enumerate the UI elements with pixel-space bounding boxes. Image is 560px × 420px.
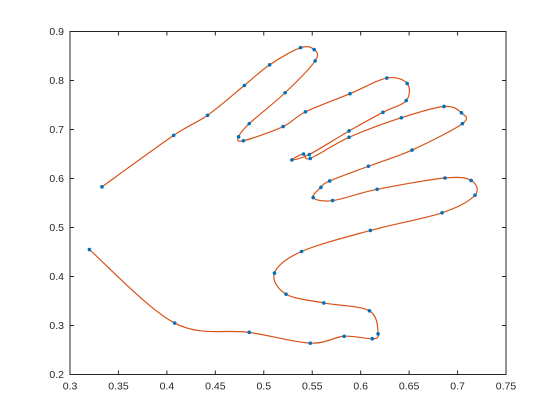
y-tick-label: 0.6 bbox=[49, 173, 64, 185]
x-tick-label: 0.55 bbox=[302, 381, 323, 393]
data-point bbox=[327, 179, 332, 183]
data-point bbox=[460, 121, 465, 126]
data-point bbox=[410, 148, 414, 152]
x-tick-label: 0.3 bbox=[63, 381, 78, 393]
x-tick-label: 0.5 bbox=[256, 381, 271, 393]
y-tick-label: 0.5 bbox=[49, 222, 64, 234]
data-point bbox=[301, 152, 306, 156]
data-point bbox=[405, 81, 409, 86]
data-point bbox=[367, 309, 372, 313]
x-tick-label: 0.65 bbox=[399, 381, 420, 393]
data-point bbox=[368, 228, 373, 233]
data-point bbox=[381, 110, 385, 115]
x-tick-label: 0.6 bbox=[353, 381, 368, 393]
data-point bbox=[399, 115, 404, 120]
data-point bbox=[87, 247, 92, 252]
data-point bbox=[311, 195, 315, 200]
x-axis: 0.3 0.35 0.4 0.45 0.5 0.55 0.6 0.65 0.7 0.75 bbox=[63, 31, 517, 393]
data-point bbox=[247, 330, 252, 335]
interpolated-curve-layer bbox=[88, 45, 478, 344]
data-point bbox=[308, 341, 313, 345]
y-tick-label: 0.8 bbox=[49, 75, 64, 87]
data-point bbox=[459, 111, 464, 115]
data-point bbox=[313, 59, 317, 63]
data-point bbox=[375, 187, 379, 192]
x-tick-label: 0.4 bbox=[160, 381, 175, 393]
data-point bbox=[330, 198, 335, 203]
data-point bbox=[469, 178, 473, 183]
x-tick-label: 0.35 bbox=[108, 381, 129, 393]
x-tick-label: 0.75 bbox=[496, 381, 517, 393]
data-point bbox=[440, 211, 444, 215]
data-point bbox=[281, 124, 285, 129]
data-point bbox=[241, 138, 246, 143]
y-axis: 0.2 0.3 0.4 0.5 0.6 0.7 0.8 0.9 bbox=[49, 26, 506, 381]
data-point bbox=[366, 164, 371, 169]
data-point bbox=[322, 301, 326, 305]
x-tick-label: 0.7 bbox=[450, 381, 465, 393]
y-tick-label: 0.7 bbox=[49, 124, 64, 136]
data-point bbox=[443, 176, 447, 180]
data-point bbox=[284, 292, 288, 296]
y-tick-label: 0.2 bbox=[49, 369, 64, 381]
data-point bbox=[385, 76, 389, 80]
data-point-layer bbox=[87, 45, 477, 345]
data-point bbox=[473, 193, 477, 197]
data-point bbox=[299, 249, 304, 254]
x-tick-label: 0.45 bbox=[205, 381, 226, 393]
data-point bbox=[442, 104, 446, 109]
y-tick-label: 0.3 bbox=[49, 320, 64, 332]
data-point bbox=[312, 47, 316, 52]
data-point bbox=[307, 152, 312, 157]
data-point bbox=[347, 135, 351, 140]
y-tick-label: 0.9 bbox=[49, 26, 64, 38]
data-point bbox=[236, 135, 241, 139]
data-point bbox=[342, 334, 347, 339]
data-point bbox=[303, 110, 308, 114]
data-point bbox=[172, 321, 177, 325]
data-point bbox=[370, 336, 375, 341]
data-point bbox=[290, 158, 294, 162]
data-point bbox=[404, 98, 409, 103]
data-point bbox=[347, 129, 351, 133]
data-point bbox=[205, 113, 210, 118]
data-point bbox=[319, 185, 323, 190]
data-point bbox=[283, 90, 287, 95]
plot-area bbox=[69, 31, 507, 375]
data-point bbox=[247, 121, 252, 126]
y-tick-label: 0.4 bbox=[49, 271, 64, 283]
data-point bbox=[298, 45, 303, 50]
data-point bbox=[348, 91, 352, 96]
data-point bbox=[100, 185, 104, 189]
data-point bbox=[308, 156, 313, 161]
data-point bbox=[376, 332, 380, 336]
data-point bbox=[242, 83, 247, 88]
interpolated-curve bbox=[88, 45, 478, 344]
data-point bbox=[267, 63, 272, 67]
data-point bbox=[171, 133, 176, 138]
data-point bbox=[272, 271, 277, 275]
